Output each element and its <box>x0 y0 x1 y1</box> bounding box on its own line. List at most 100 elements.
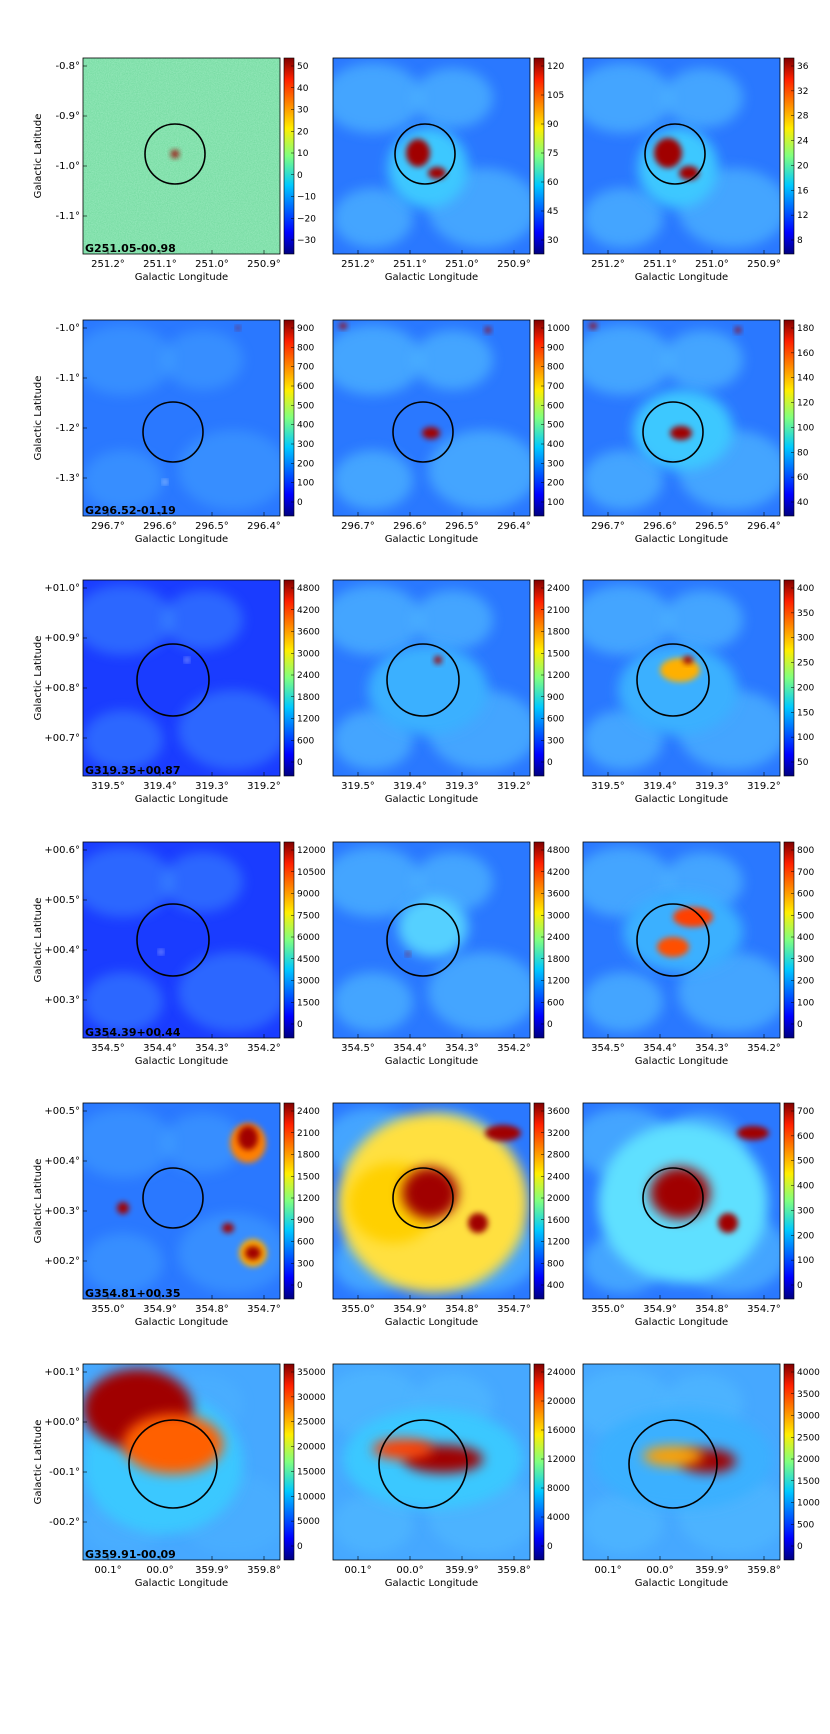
diffuse-emission <box>163 590 243 650</box>
colorbar-tick-label: 1800 <box>297 693 320 703</box>
diffuse-emission <box>428 430 530 510</box>
y-tick-label: +00.8° <box>44 683 80 694</box>
colorbar-tick-label: 25000 <box>297 1418 326 1428</box>
emission-peak <box>428 167 446 179</box>
colorbar-tick-label: 400 <box>297 421 314 431</box>
x-tick-label: 251.0° <box>195 259 229 270</box>
colorbar-tick-label: 12000 <box>297 846 326 856</box>
panel-frame <box>582 841 781 1039</box>
colorbar-tick-label: 0 <box>297 171 303 181</box>
colorbar-tick-label: 500 <box>797 1520 814 1530</box>
colorbar-tick-label: 200 <box>797 683 814 693</box>
colorbar-tick-label: 120 <box>797 399 814 409</box>
colorbar-tick-label: 150 <box>797 708 814 718</box>
panel-frame <box>582 1102 781 1300</box>
y-tick-label: +00.4° <box>44 1156 80 1167</box>
diffuse-emission <box>413 68 493 128</box>
image-map <box>333 320 530 516</box>
y-tick-label: +00.1° <box>44 1367 80 1378</box>
colorbar: 2400 2100 1800 1500 1200 900 600 300 0 <box>533 579 570 777</box>
colorbar-tick-label: 30000 <box>297 1393 326 1403</box>
x-tick-label: 296.5° <box>695 521 729 532</box>
emission-peak <box>368 645 488 735</box>
x-axis-label: Galactic Longitude <box>635 1056 728 1067</box>
emission-peak <box>373 1439 433 1459</box>
diffuse-emission <box>333 585 423 655</box>
x-tick-label: 296.7° <box>591 521 625 532</box>
diffuse-emission <box>178 952 280 1032</box>
panel-frame <box>82 841 281 1039</box>
colorbar-tick-label: 3500 <box>797 1390 820 1400</box>
y-tick-label: +00.2° <box>44 1256 80 1267</box>
colorbar-tick-label: 100 <box>797 998 814 1008</box>
emission-peak <box>638 128 718 208</box>
colorbar-tick-label: 100 <box>797 733 814 743</box>
panel-frame <box>332 57 531 255</box>
colorbar-tick-label: 300 <box>797 1206 814 1216</box>
emission-peak <box>406 139 430 167</box>
colorbar-tick-label: 1200 <box>547 1238 570 1248</box>
panel-frame <box>332 1102 531 1300</box>
x-tick-label: 319.2° <box>497 781 531 792</box>
colorbar-gradient <box>283 319 295 517</box>
colorbar-tick-label: −20 <box>297 214 316 224</box>
diffuse-emission <box>583 450 663 510</box>
x-axis-label: Galactic Longitude <box>635 1317 728 1328</box>
colorbar-tick-label: 20000 <box>297 1443 326 1453</box>
diffuse-emission <box>83 450 163 510</box>
colorbar-gradient <box>783 841 795 1039</box>
x-tick-label: 355.0° <box>591 1304 625 1315</box>
colorbar-tick-label: 0 <box>297 1542 303 1552</box>
x-tick-label: 354.5° <box>591 1043 625 1054</box>
image-map <box>83 58 280 254</box>
colorbar-tick-label: 32 <box>797 87 808 97</box>
x-tick-label: 354.5° <box>341 1043 375 1054</box>
x-tick-label: 354.2° <box>497 1043 531 1054</box>
panel-r6-c1: 00.1° 00.0° 359.9° 359.8° Galactic Longitude… <box>33 1363 326 1589</box>
emission-peak <box>222 1223 234 1233</box>
diffuse-emission <box>583 585 673 655</box>
aperture-circle <box>142 1167 204 1229</box>
colorbar-tick-label: 20 <box>797 161 809 171</box>
x-axis-label: Galactic Longitude <box>135 1317 228 1328</box>
x-tick-label: 359.8° <box>247 1565 281 1576</box>
y-tick-label: -1.2° <box>55 423 80 434</box>
colorbar-tick-label: 1500 <box>297 1172 320 1182</box>
x-tick-label: 250.9° <box>497 259 531 270</box>
image-map <box>583 842 780 1038</box>
emission-peak <box>673 907 713 927</box>
colorbar-tick-label: 8 <box>797 236 803 246</box>
colorbar-gradient <box>283 57 295 255</box>
emission-peak <box>643 1446 703 1466</box>
emission-peak <box>185 658 189 662</box>
colorbar-gradient <box>783 579 795 777</box>
colorbar: 4800 4200 3600 3000 2400 1800 1200 600 0 <box>283 579 320 777</box>
x-tick-label: 319.5° <box>341 781 375 792</box>
colorbar-tick-label: 900 <box>547 343 564 353</box>
colorbar: 35000 30000 25000 20000 15000 10000 5000 0 <box>283 1363 326 1561</box>
colorbar-tick-label: 100 <box>297 479 314 489</box>
x-tick-label: 00.0° <box>146 1565 173 1576</box>
colorbar-tick-label: 900 <box>547 693 564 703</box>
colorbar-tick-label: 900 <box>297 324 314 334</box>
colorbar-tick-label: 400 <box>547 440 564 450</box>
emission-peak <box>657 937 689 957</box>
colorbar-tick-label: 12000 <box>547 1455 576 1465</box>
diffuse-emission <box>583 972 663 1032</box>
colorbar-tick-label: 7500 <box>297 911 320 921</box>
colorbar-tick-label: 400 <box>797 584 814 594</box>
colorbar-tick-label: 3200 <box>547 1129 570 1139</box>
x-tick-label: 354.7° <box>497 1304 531 1315</box>
x-tick-label: 354.3° <box>445 1043 479 1054</box>
x-tick-label: 250.9° <box>747 259 781 270</box>
colorbar-tick-label: 80 <box>797 448 809 458</box>
emission-peak <box>589 323 597 329</box>
x-tick-label: 319.3° <box>695 781 729 792</box>
colorbar-gradient <box>533 841 545 1039</box>
diffuse-emission <box>83 1233 163 1293</box>
emission-peak <box>735 327 741 333</box>
panel-r1-c3: 251.2° 251.1° 251.0° 250.9° Galactic Longitu… <box>582 57 809 283</box>
diffuse-emission <box>583 1494 663 1554</box>
colorbar-tick-label: 600 <box>797 1132 814 1142</box>
x-tick-label: 354.2° <box>747 1043 781 1054</box>
